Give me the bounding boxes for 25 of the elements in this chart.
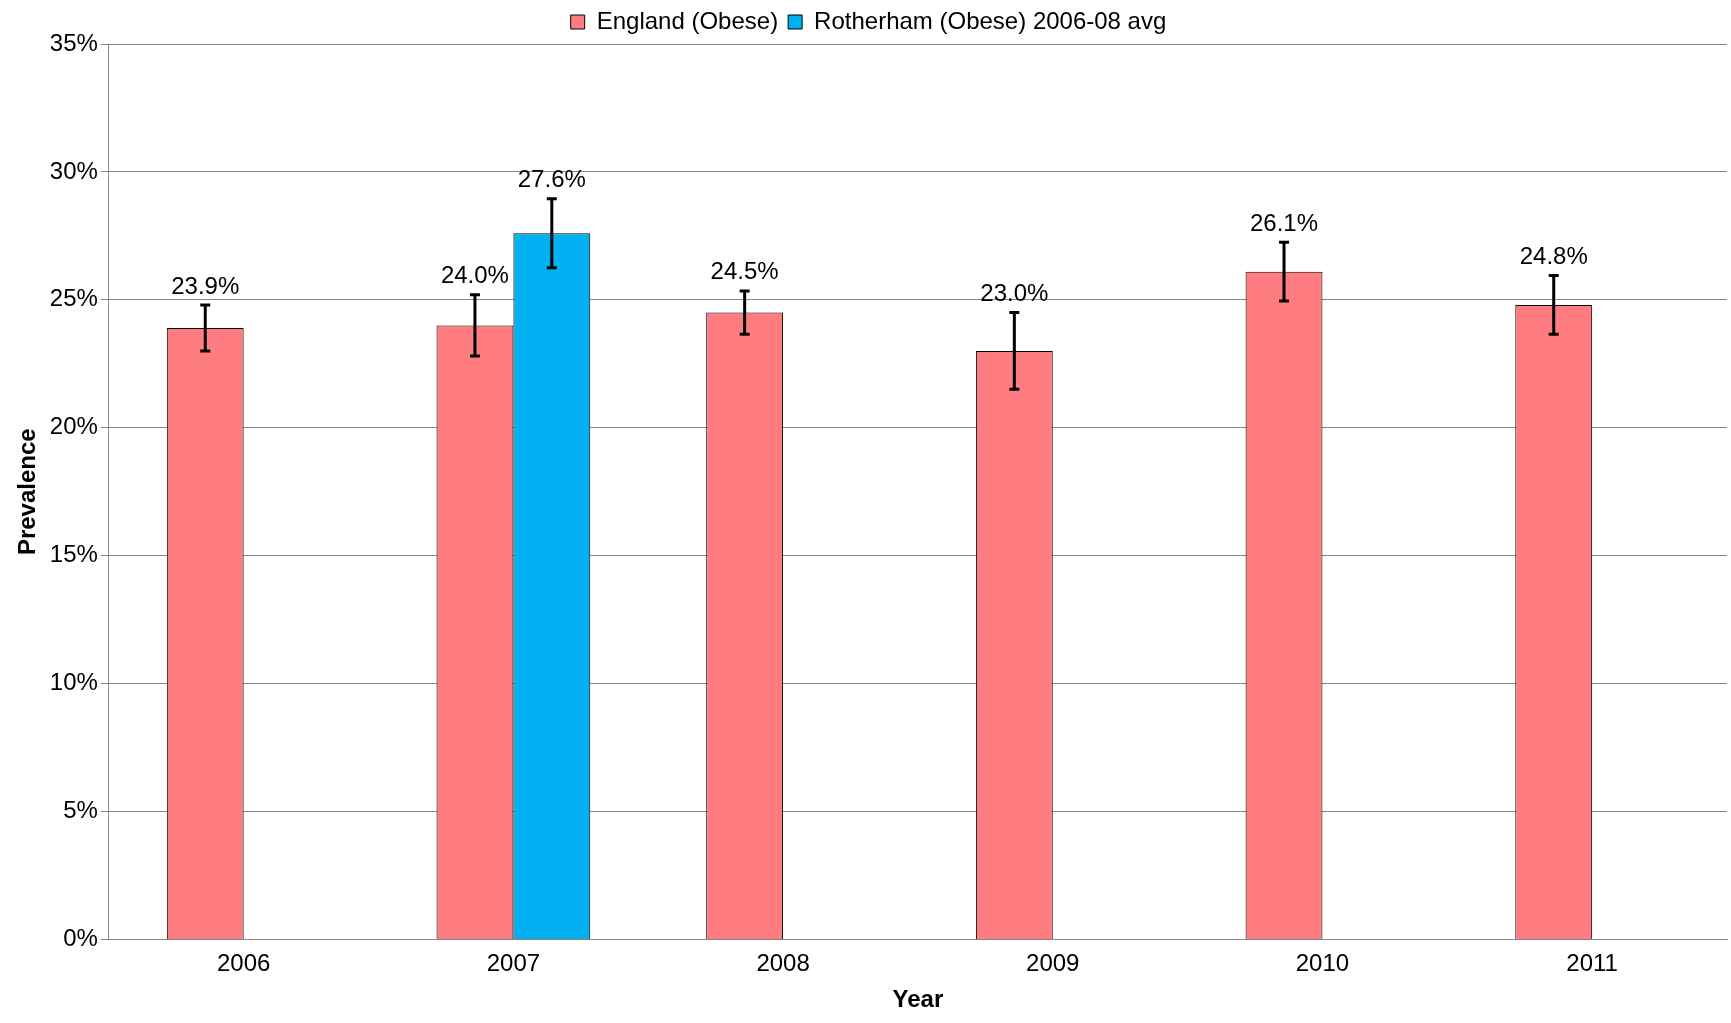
x-tick-label: 2010 — [1295, 949, 1350, 977]
data-label: 24.5% — [710, 257, 779, 285]
y-tick-label: 0% — [63, 924, 98, 952]
data-label: 23.0% — [980, 279, 1049, 307]
y-tick-label: 25% — [49, 284, 98, 312]
y-tick-label: 5% — [63, 796, 98, 824]
x-tick-label: 2009 — [1026, 949, 1080, 977]
data-label: 24.0% — [440, 261, 509, 289]
x-tick-label: 2006 — [216, 949, 271, 977]
x-tick-label: 2007 — [486, 949, 541, 977]
y-tick-label: 20% — [49, 412, 98, 440]
data-label: 26.1% — [1250, 208, 1319, 236]
data-label: 23.9% — [171, 271, 240, 299]
legend-label: England (Obese) — [596, 6, 779, 34]
y-tick-label: 35% — [49, 28, 98, 56]
x-axis-title: Year — [892, 985, 944, 1013]
y-axis-title: Prevalence — [13, 428, 41, 556]
data-label: 24.8% — [1519, 242, 1588, 270]
x-tick-label: 2011 — [1566, 949, 1618, 977]
legend-label: Rotherham (Obese) 2006-08 avg — [814, 6, 1167, 34]
y-tick-label: 30% — [49, 156, 98, 184]
data-label: 27.6% — [517, 165, 586, 193]
x-tick-label: 2008 — [756, 949, 810, 977]
y-tick-label: 15% — [49, 540, 98, 568]
y-tick-label: 10% — [49, 668, 98, 696]
